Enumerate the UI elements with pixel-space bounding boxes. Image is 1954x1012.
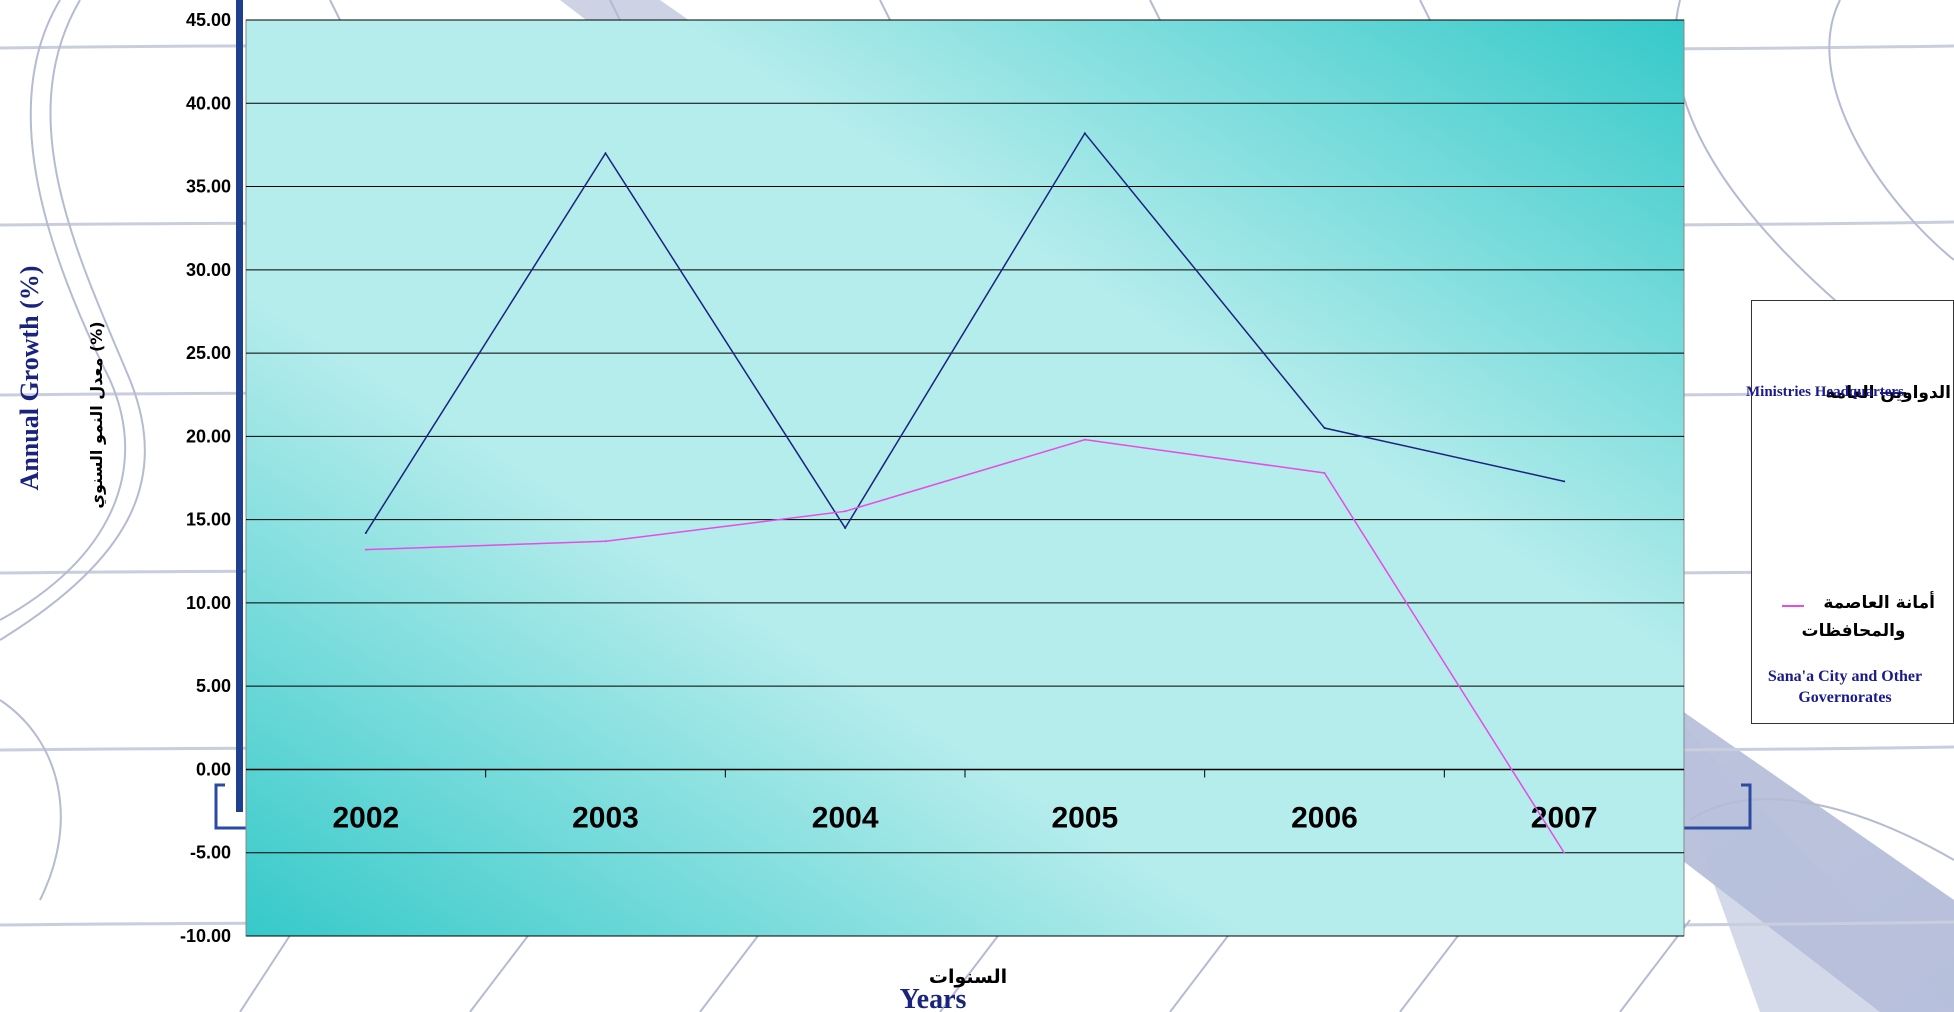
x-axis-title-ar: السنوات [929,966,1007,988]
data-point [1563,851,1566,854]
y-tick-label: 10.00 [186,593,231,613]
data-point [604,540,607,543]
y-axis-title-ar: معدل النمو السنوي (%) [87,321,107,508]
y-tick-label: -5.00 [190,843,231,863]
x-tick-label: 2005 [1051,801,1118,834]
x-tick-label: 2003 [572,801,639,834]
y-tick-label: 20.00 [186,426,231,446]
y-axis-title-en: Annual Growth (%) [15,266,44,491]
y-tick-label: 0.00 [196,759,231,779]
y-axis: 45.00 40.00 35.00 30.00 25.00 20.00 15.00 10.00… [180,10,231,946]
series-line-2 [365,438,1565,854]
x-tick-label: 2004 [812,801,879,834]
x-tick-label: 2006 [1291,801,1358,834]
legend-item-ministries: الدواوين العامة Ministries Headquarters [1746,379,1954,409]
data-point [364,548,367,551]
legend-swatch-ministries [1880,392,1906,394]
data-point [844,526,847,529]
legend-label-ar-line1: أمانة العاصمة [1823,593,1935,613]
legend-swatch-sanaa [1782,605,1804,607]
series-line-1 [365,131,1565,534]
legend-label-ar-line2: والمحافظات [1801,621,1906,641]
data-point [1083,438,1086,441]
y-tick-label: -10.00 [180,926,231,946]
data-point [604,152,607,155]
y-tick-label: 45.00 [186,10,231,30]
data-point [1083,132,1086,135]
legend-item-sanaa: أمانة العاصمة والمحافظات Sana'a City and… [1752,591,1954,711]
x-axis: 2002 2003 2004 2005 2006 2007 [246,768,1684,834]
y-tick-label: 40.00 [186,93,231,113]
y-tick-label: 35.00 [186,177,231,197]
data-point [1323,427,1326,430]
y-tick-label: 25.00 [186,343,231,363]
x-tick-label: 2007 [1531,801,1598,834]
y-tick-label: 5.00 [196,676,231,696]
legend: الدواوين العامة Ministries Headquarters … [1746,300,1954,724]
y-tick-label: 15.00 [186,510,231,530]
y-tick-label: 30.00 [186,260,231,280]
x-axis-title-en: Years [900,984,967,1012]
legend-label-ar: الدواوين العامة [1825,383,1951,403]
legend-label-en: Sana'a City and Other Governorates [1767,668,1923,706]
gridlines [246,19,1684,937]
series-lines [364,131,1566,854]
plot-area [245,19,1685,937]
x-tick-label: 2002 [332,801,399,834]
legend-label-en: Ministries Headquarters [1746,384,1904,400]
data-point [364,531,367,534]
data-point [844,510,847,513]
data-point [1323,472,1326,475]
data-point [1563,480,1566,483]
